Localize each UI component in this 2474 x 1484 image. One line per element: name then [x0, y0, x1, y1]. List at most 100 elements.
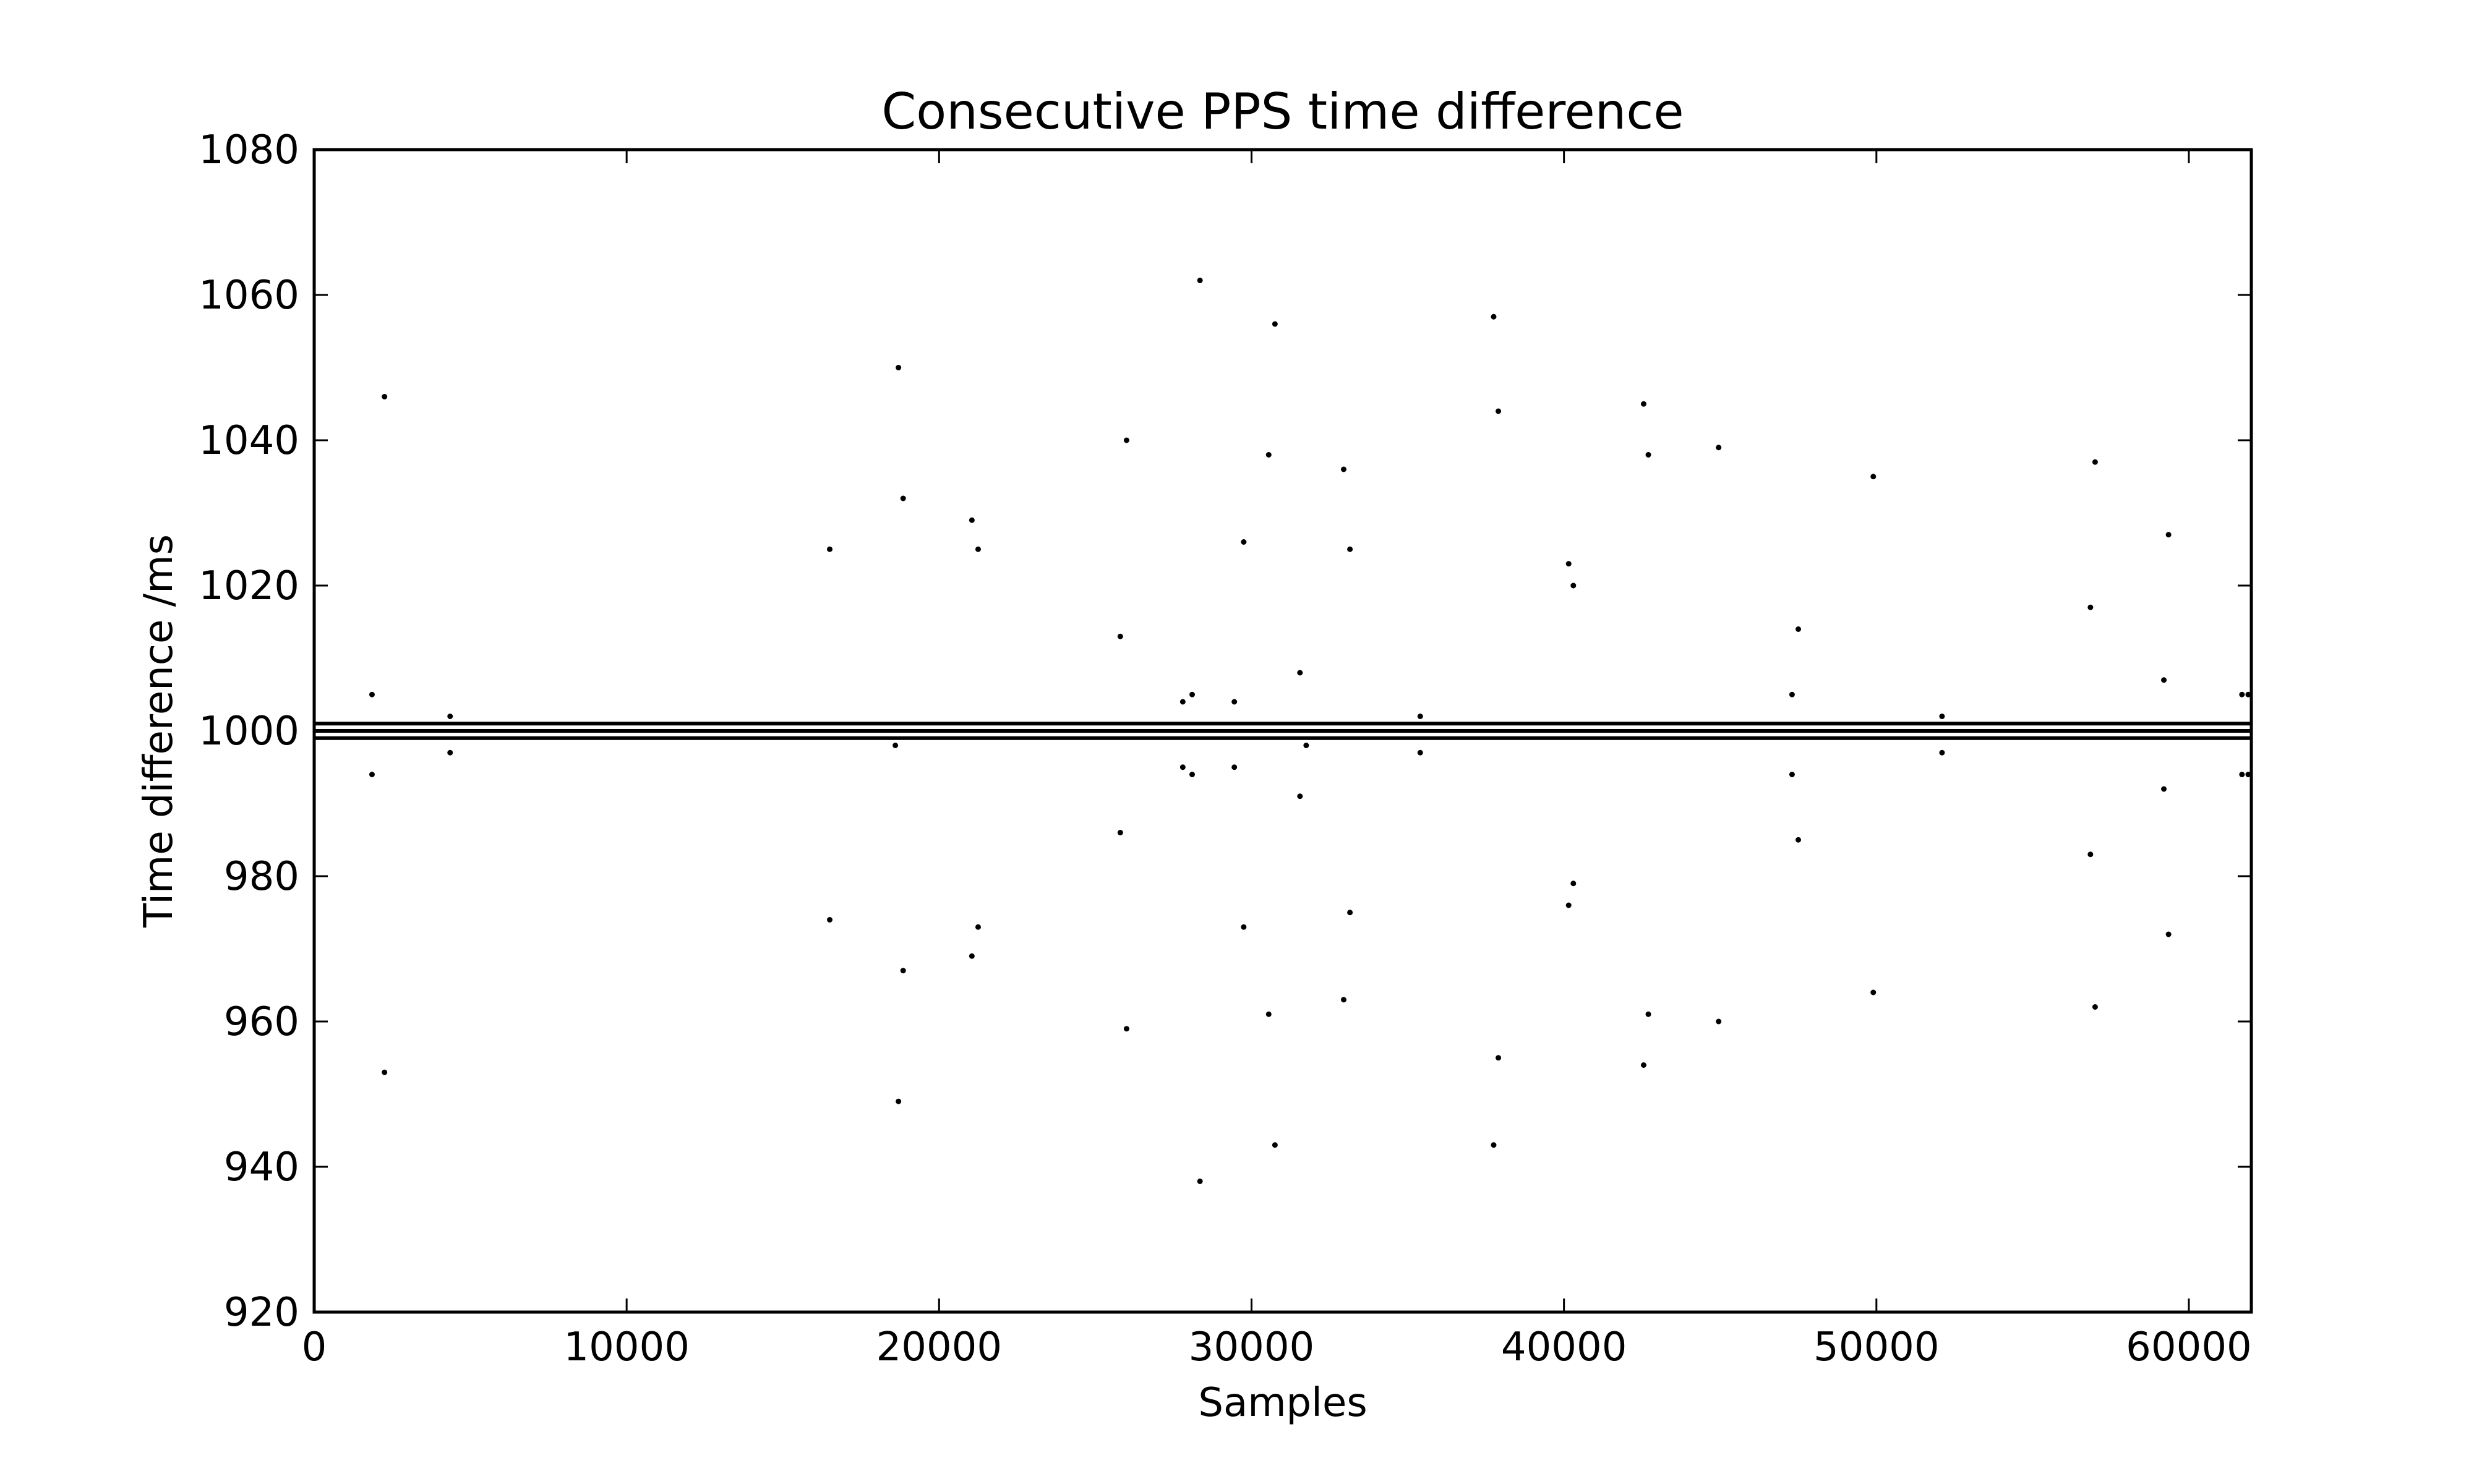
- y-tick-label: 960: [224, 999, 299, 1045]
- data-point: [1241, 539, 1247, 545]
- data-point: [1870, 989, 1877, 996]
- y-tick-label: 920: [224, 1290, 299, 1336]
- data-point: [1347, 546, 1353, 552]
- data-point: [1117, 830, 1123, 835]
- x-tick-label: 40000: [1501, 1324, 1627, 1370]
- data-point: [975, 546, 981, 552]
- data-point: [1789, 772, 1795, 777]
- data-point: [1796, 626, 1802, 632]
- data-point: [1272, 321, 1278, 327]
- data-point: [1189, 691, 1196, 697]
- data-point: [1417, 714, 1423, 719]
- data-point: [1570, 582, 1577, 589]
- data-point: [892, 743, 899, 748]
- y-axis-ticks: 920 940 960 980 1000 1020 1040 1060 1080: [199, 127, 2251, 1336]
- data-point: [2092, 459, 2098, 465]
- data-point: [2161, 677, 2167, 683]
- data-point: [369, 772, 375, 777]
- y-tick-label: 1080: [199, 127, 299, 173]
- x-axis-ticks: 0 10000 20000 30000 40000 50000 60000: [302, 150, 2252, 1370]
- data-point: [896, 1098, 902, 1104]
- data-point: [447, 749, 453, 756]
- y-tick-label: 1060: [199, 273, 299, 318]
- data-point: [1341, 997, 1347, 1003]
- axes-frame: [312, 148, 2253, 1314]
- data-point: [2165, 532, 2172, 538]
- data-point: [1870, 474, 1877, 480]
- x-tick-label: 20000: [876, 1324, 1003, 1370]
- data-point: [1123, 1026, 1129, 1032]
- data-point: [896, 365, 902, 370]
- data-point: [1645, 452, 1651, 458]
- data-point: [1179, 699, 1186, 705]
- data-point: [2245, 691, 2251, 697]
- data-point: [1789, 691, 1795, 697]
- y-axis-label: Time difference /ms: [136, 534, 182, 928]
- data-point: [369, 691, 375, 697]
- data-point: [1265, 1011, 1272, 1017]
- y-tick-label: 940: [224, 1145, 299, 1190]
- data-point: [1565, 902, 1572, 908]
- data-point: [1491, 1142, 1497, 1148]
- y-tick-label: 1020: [199, 563, 299, 609]
- data-point: [382, 394, 388, 399]
- data-point: [1640, 1062, 1646, 1068]
- data-point: [2087, 604, 2094, 610]
- data-point: [1570, 881, 1577, 887]
- data-point: [1241, 924, 1247, 930]
- data-point: [1341, 466, 1347, 472]
- data-point: [1496, 1055, 1502, 1061]
- data-point: [1796, 837, 1802, 843]
- data-point: [900, 968, 906, 974]
- data-point: [969, 953, 975, 959]
- data-point: [2245, 772, 2251, 777]
- data-point: [2087, 851, 2094, 858]
- data-point: [1123, 437, 1129, 443]
- data-point: [1716, 1018, 1722, 1025]
- data-point: [1231, 764, 1238, 770]
- data-point: [827, 917, 833, 923]
- data-point: [827, 546, 833, 552]
- data-point: [382, 1069, 388, 1075]
- data-point: [1189, 772, 1196, 777]
- data-point: [1939, 714, 1945, 719]
- x-tick-label: 30000: [1189, 1324, 1315, 1370]
- data-point: [1297, 793, 1303, 800]
- data-point: [1417, 749, 1423, 756]
- data-point: [900, 495, 906, 501]
- data-point: [2165, 931, 2172, 937]
- x-tick-label: 10000: [563, 1324, 690, 1370]
- data-point: [1496, 408, 1502, 414]
- data-point: [2161, 786, 2167, 792]
- data-point: [1716, 445, 1722, 451]
- y-tick-label: 980: [224, 854, 299, 900]
- x-tick-label: 0: [302, 1324, 327, 1370]
- data-point: [1272, 1142, 1278, 1148]
- plot-area: [314, 278, 2251, 1184]
- data-point: [2239, 691, 2245, 697]
- data-point: [1231, 699, 1238, 705]
- x-axis-label: Samples: [1198, 1380, 1367, 1426]
- data-point: [1197, 278, 1203, 283]
- data-point: [447, 714, 453, 719]
- data-point: [1197, 1179, 1203, 1184]
- data-point: [1491, 313, 1497, 320]
- data-point: [2239, 772, 2245, 777]
- data-point: [2092, 1004, 2098, 1010]
- y-tick-label: 1000: [199, 709, 299, 754]
- data-point: [1303, 743, 1309, 748]
- data-point: [1265, 452, 1272, 458]
- data-point: [1565, 561, 1572, 567]
- data-point: [1117, 633, 1123, 639]
- data-point: [1640, 401, 1646, 407]
- data-point: [1347, 910, 1353, 916]
- data-point: [1297, 670, 1303, 676]
- data-point: [1179, 764, 1186, 770]
- x-tick-label: 50000: [1813, 1324, 1940, 1370]
- chart-title: Consecutive PPS time difference: [881, 83, 1684, 140]
- x-tick-label: 60000: [2126, 1324, 2252, 1370]
- data-point: [969, 517, 975, 523]
- y-tick-label: 1040: [199, 418, 299, 464]
